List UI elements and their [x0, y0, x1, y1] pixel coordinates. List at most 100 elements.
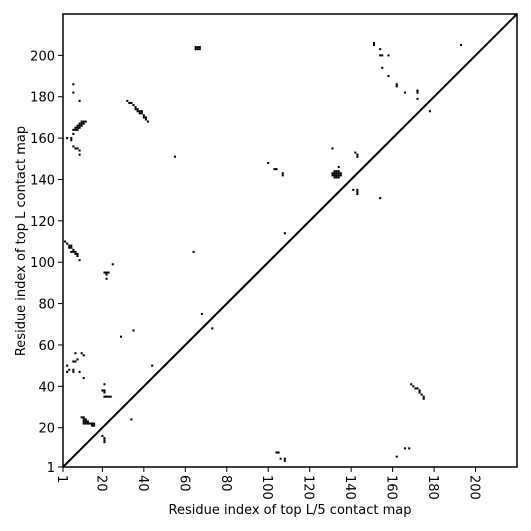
contact [416, 387, 419, 390]
contact [74, 147, 77, 150]
contact [107, 271, 110, 274]
contact [72, 370, 75, 373]
contact [395, 455, 398, 458]
contact [66, 364, 69, 367]
contact [78, 122, 81, 125]
contact [90, 424, 94, 427]
y-tick-label: 180 [30, 91, 55, 106]
contact [333, 176, 336, 179]
contact [337, 176, 340, 179]
contact [337, 170, 340, 173]
contact [379, 54, 382, 57]
contact [80, 120, 83, 123]
contact [142, 114, 145, 117]
contact [277, 451, 280, 454]
contact [130, 101, 133, 104]
contact [273, 168, 276, 171]
x-tick-label: 1 [54, 475, 69, 483]
contact [76, 128, 79, 131]
contact [335, 174, 338, 177]
y-tick-label: 120 [30, 215, 55, 230]
contact [78, 149, 81, 152]
contact [416, 97, 419, 100]
contact [78, 370, 81, 373]
contact [283, 232, 286, 235]
contact [395, 83, 398, 86]
contact [70, 246, 73, 249]
x-tick-label: 180 [425, 475, 440, 500]
contact [335, 172, 338, 175]
y-tick-label: 1 [47, 461, 55, 476]
x-tick-label: 60 [176, 475, 191, 492]
contact [379, 197, 382, 200]
contact [72, 248, 75, 251]
contact [103, 439, 106, 442]
contact [88, 422, 91, 425]
contact [80, 122, 83, 125]
contact [72, 132, 75, 136]
contact [76, 358, 79, 361]
contact [68, 244, 71, 247]
contact [335, 176, 338, 179]
contact [142, 116, 145, 119]
contact [354, 151, 357, 154]
contact [339, 172, 342, 175]
contact [76, 147, 79, 150]
contact [70, 137, 73, 140]
contact [194, 48, 197, 51]
contact [76, 126, 79, 129]
contact [78, 259, 81, 262]
y-tick-label: 80 [38, 298, 55, 313]
contact [331, 147, 334, 150]
contact [66, 137, 69, 140]
contact [140, 112, 143, 115]
contact [70, 244, 73, 247]
contact [72, 91, 75, 94]
contact [337, 174, 340, 177]
contact [80, 352, 83, 355]
contact [78, 153, 81, 156]
y-tick-label: 60 [38, 339, 55, 354]
contact [80, 416, 83, 419]
contact [76, 252, 79, 255]
x-tick-label: 140 [342, 475, 357, 500]
contact [337, 172, 340, 175]
contact [64, 240, 67, 243]
contact [66, 242, 69, 245]
y-tick-label: 200 [30, 49, 55, 64]
contact [132, 329, 135, 332]
contact [283, 459, 286, 462]
contact [111, 263, 114, 266]
contact [146, 120, 150, 123]
contact [103, 391, 106, 394]
contact [78, 99, 81, 102]
contact [74, 360, 77, 363]
contact [82, 418, 85, 421]
contact [283, 457, 286, 460]
contact [90, 422, 94, 425]
contact [151, 364, 154, 367]
contact [105, 395, 108, 398]
contact [78, 124, 81, 127]
contact [82, 120, 85, 123]
contact [173, 155, 176, 158]
contact [82, 354, 85, 357]
contact [84, 120, 87, 123]
contact [192, 250, 195, 253]
contact [78, 126, 81, 129]
contact [134, 108, 137, 111]
contact [82, 377, 85, 380]
contact [82, 420, 85, 423]
y-tick-label: 100 [30, 256, 55, 271]
contact [76, 254, 79, 258]
contact [136, 110, 139, 113]
contact [333, 170, 336, 173]
y-axis-label: Residue index of top L contact map [14, 126, 29, 356]
contact [101, 434, 104, 438]
contact [68, 246, 71, 249]
contact [356, 153, 359, 156]
contact [103, 271, 106, 274]
contact [74, 128, 77, 131]
contact [74, 352, 77, 355]
contact [414, 387, 417, 390]
